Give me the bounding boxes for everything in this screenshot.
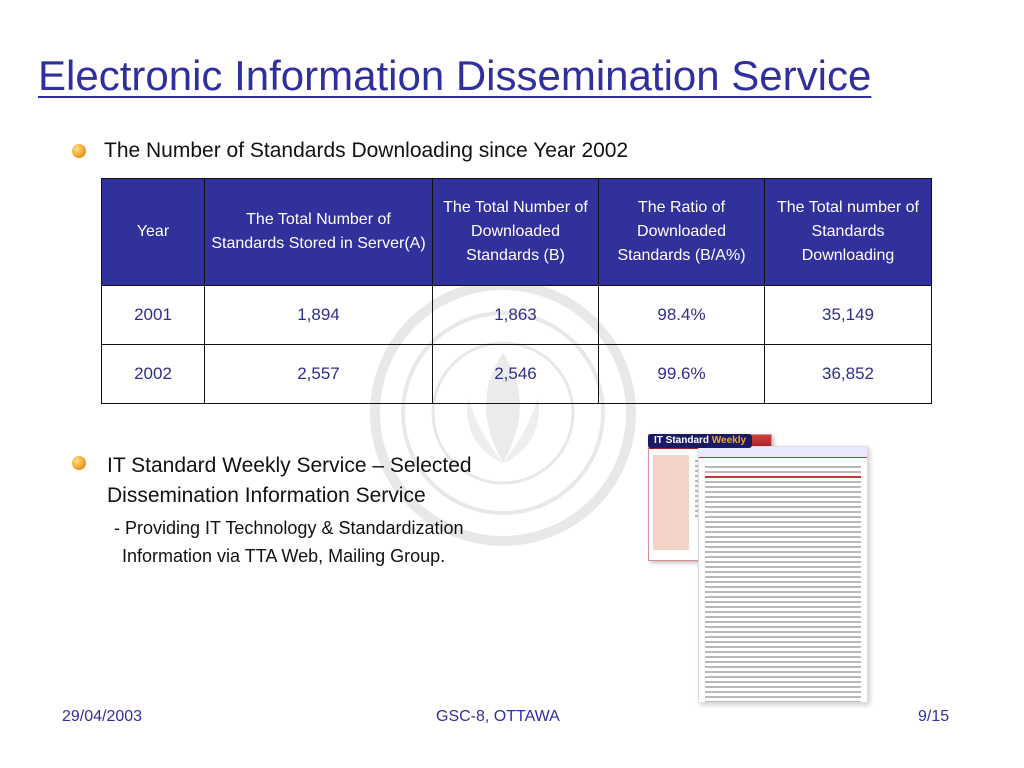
bullet-icon: [72, 456, 86, 470]
it-standard-weekly-logo: IT Standard Weekly: [648, 434, 753, 448]
it-standard-weekly-screenshot: IT Standard Weekly: [648, 434, 868, 704]
bullet-text-downloads: The Number of Standards Downloading sinc…: [104, 139, 629, 162]
screenshot-page-front: [698, 446, 868, 703]
table-row: 2002 2,557 2,546 99.6% 36,852: [101, 344, 932, 404]
table-row: 2001 1,894 1,863 98.4% 35,149: [101, 285, 932, 345]
header-total-stored: The Total Number of Standards Stored in …: [204, 178, 433, 286]
table-header-row: Year The Total Number of Standards Store…: [101, 178, 932, 286]
header-total-downloaded: The Total Number of Downloaded Standards…: [432, 178, 599, 286]
footer-page-number: 9/15: [918, 708, 950, 725]
cell-total-downloading: 36,852: [764, 344, 932, 404]
bullet-icon: [72, 144, 86, 158]
cell-total-stored: 2,557: [204, 344, 433, 404]
header-total-downloading: The Total number of Standards Downloadin…: [764, 178, 932, 286]
sub-line-1: - Providing IT Technology & Standardizat…: [114, 518, 464, 538]
cell-year: 2002: [101, 344, 205, 404]
cell-total-downloaded: 1,863: [432, 285, 599, 345]
header-year: Year: [101, 178, 205, 286]
logo-prefix: IT Standard: [654, 435, 710, 446]
cell-ratio: 99.6%: [598, 344, 765, 404]
sub-bullet-text: - Providing IT Technology & Standardizat…: [114, 514, 464, 570]
cell-total-downloaded: 2,546: [432, 344, 599, 404]
sub-line-2: Information via TTA Web, Mailing Group.: [122, 546, 446, 566]
cell-year: 2001: [101, 285, 205, 345]
bullet-text-weekly-service: IT Standard Weekly Service – Selected Di…: [107, 454, 472, 507]
footer-date: 29/04/2003: [62, 708, 143, 725]
slide-title: Electronic Information Dissemination Ser…: [38, 52, 872, 99]
cell-total-stored: 1,894: [204, 285, 433, 345]
cell-total-downloading: 35,149: [764, 285, 932, 345]
logo-suffix: Weekly: [711, 435, 747, 446]
cell-ratio: 98.4%: [598, 285, 765, 345]
footer-center: GSC-8, OTTAWA: [436, 708, 560, 725]
downloads-table: Year The Total Number of Standards Store…: [101, 178, 932, 404]
header-ratio: The Ratio of Downloaded Standards (B/A%): [598, 178, 765, 286]
